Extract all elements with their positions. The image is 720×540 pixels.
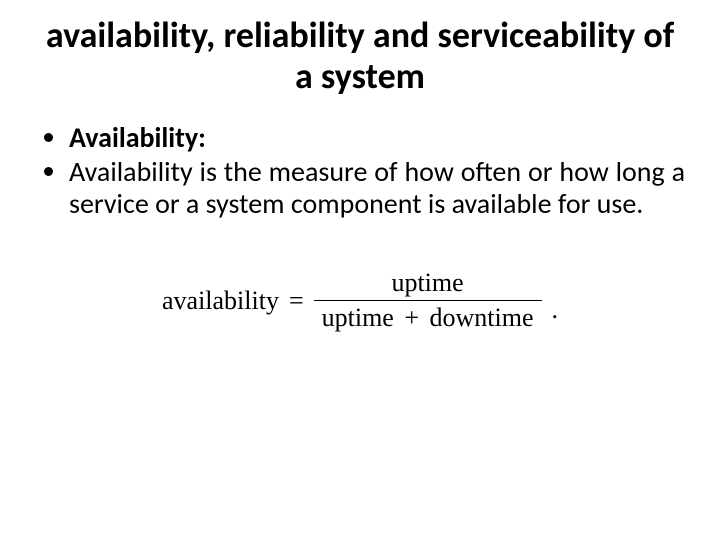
formula-inline: availability = uptime uptime + downtime …	[162, 268, 558, 333]
formula-numerator: uptime	[383, 268, 471, 298]
fraction-bar	[314, 300, 542, 301]
denominator-right: downtime	[430, 303, 534, 332]
slide-title: availability, reliability and serviceabi…	[35, 15, 685, 98]
formula-denominator: uptime + downtime	[314, 303, 542, 333]
bullet-heading-text: Availability:	[69, 120, 206, 155]
denominator-op: +	[400, 303, 423, 332]
formula-lhs: availability	[162, 286, 279, 316]
formula-fraction: uptime uptime + downtime	[314, 268, 542, 333]
bullet-item-heading: Availability:	[69, 122, 685, 154]
availability-formula: availability = uptime uptime + downtime …	[35, 268, 685, 333]
formula-equals: =	[289, 286, 304, 316]
bullet-list: Availability: Availability is the measur…	[35, 122, 685, 221]
bullet-item-body: Availability is the measure of how often…	[69, 156, 685, 220]
formula-period: .	[552, 295, 559, 333]
denominator-left: uptime	[322, 303, 394, 332]
slide: availability, reliability and serviceabi…	[0, 0, 720, 540]
